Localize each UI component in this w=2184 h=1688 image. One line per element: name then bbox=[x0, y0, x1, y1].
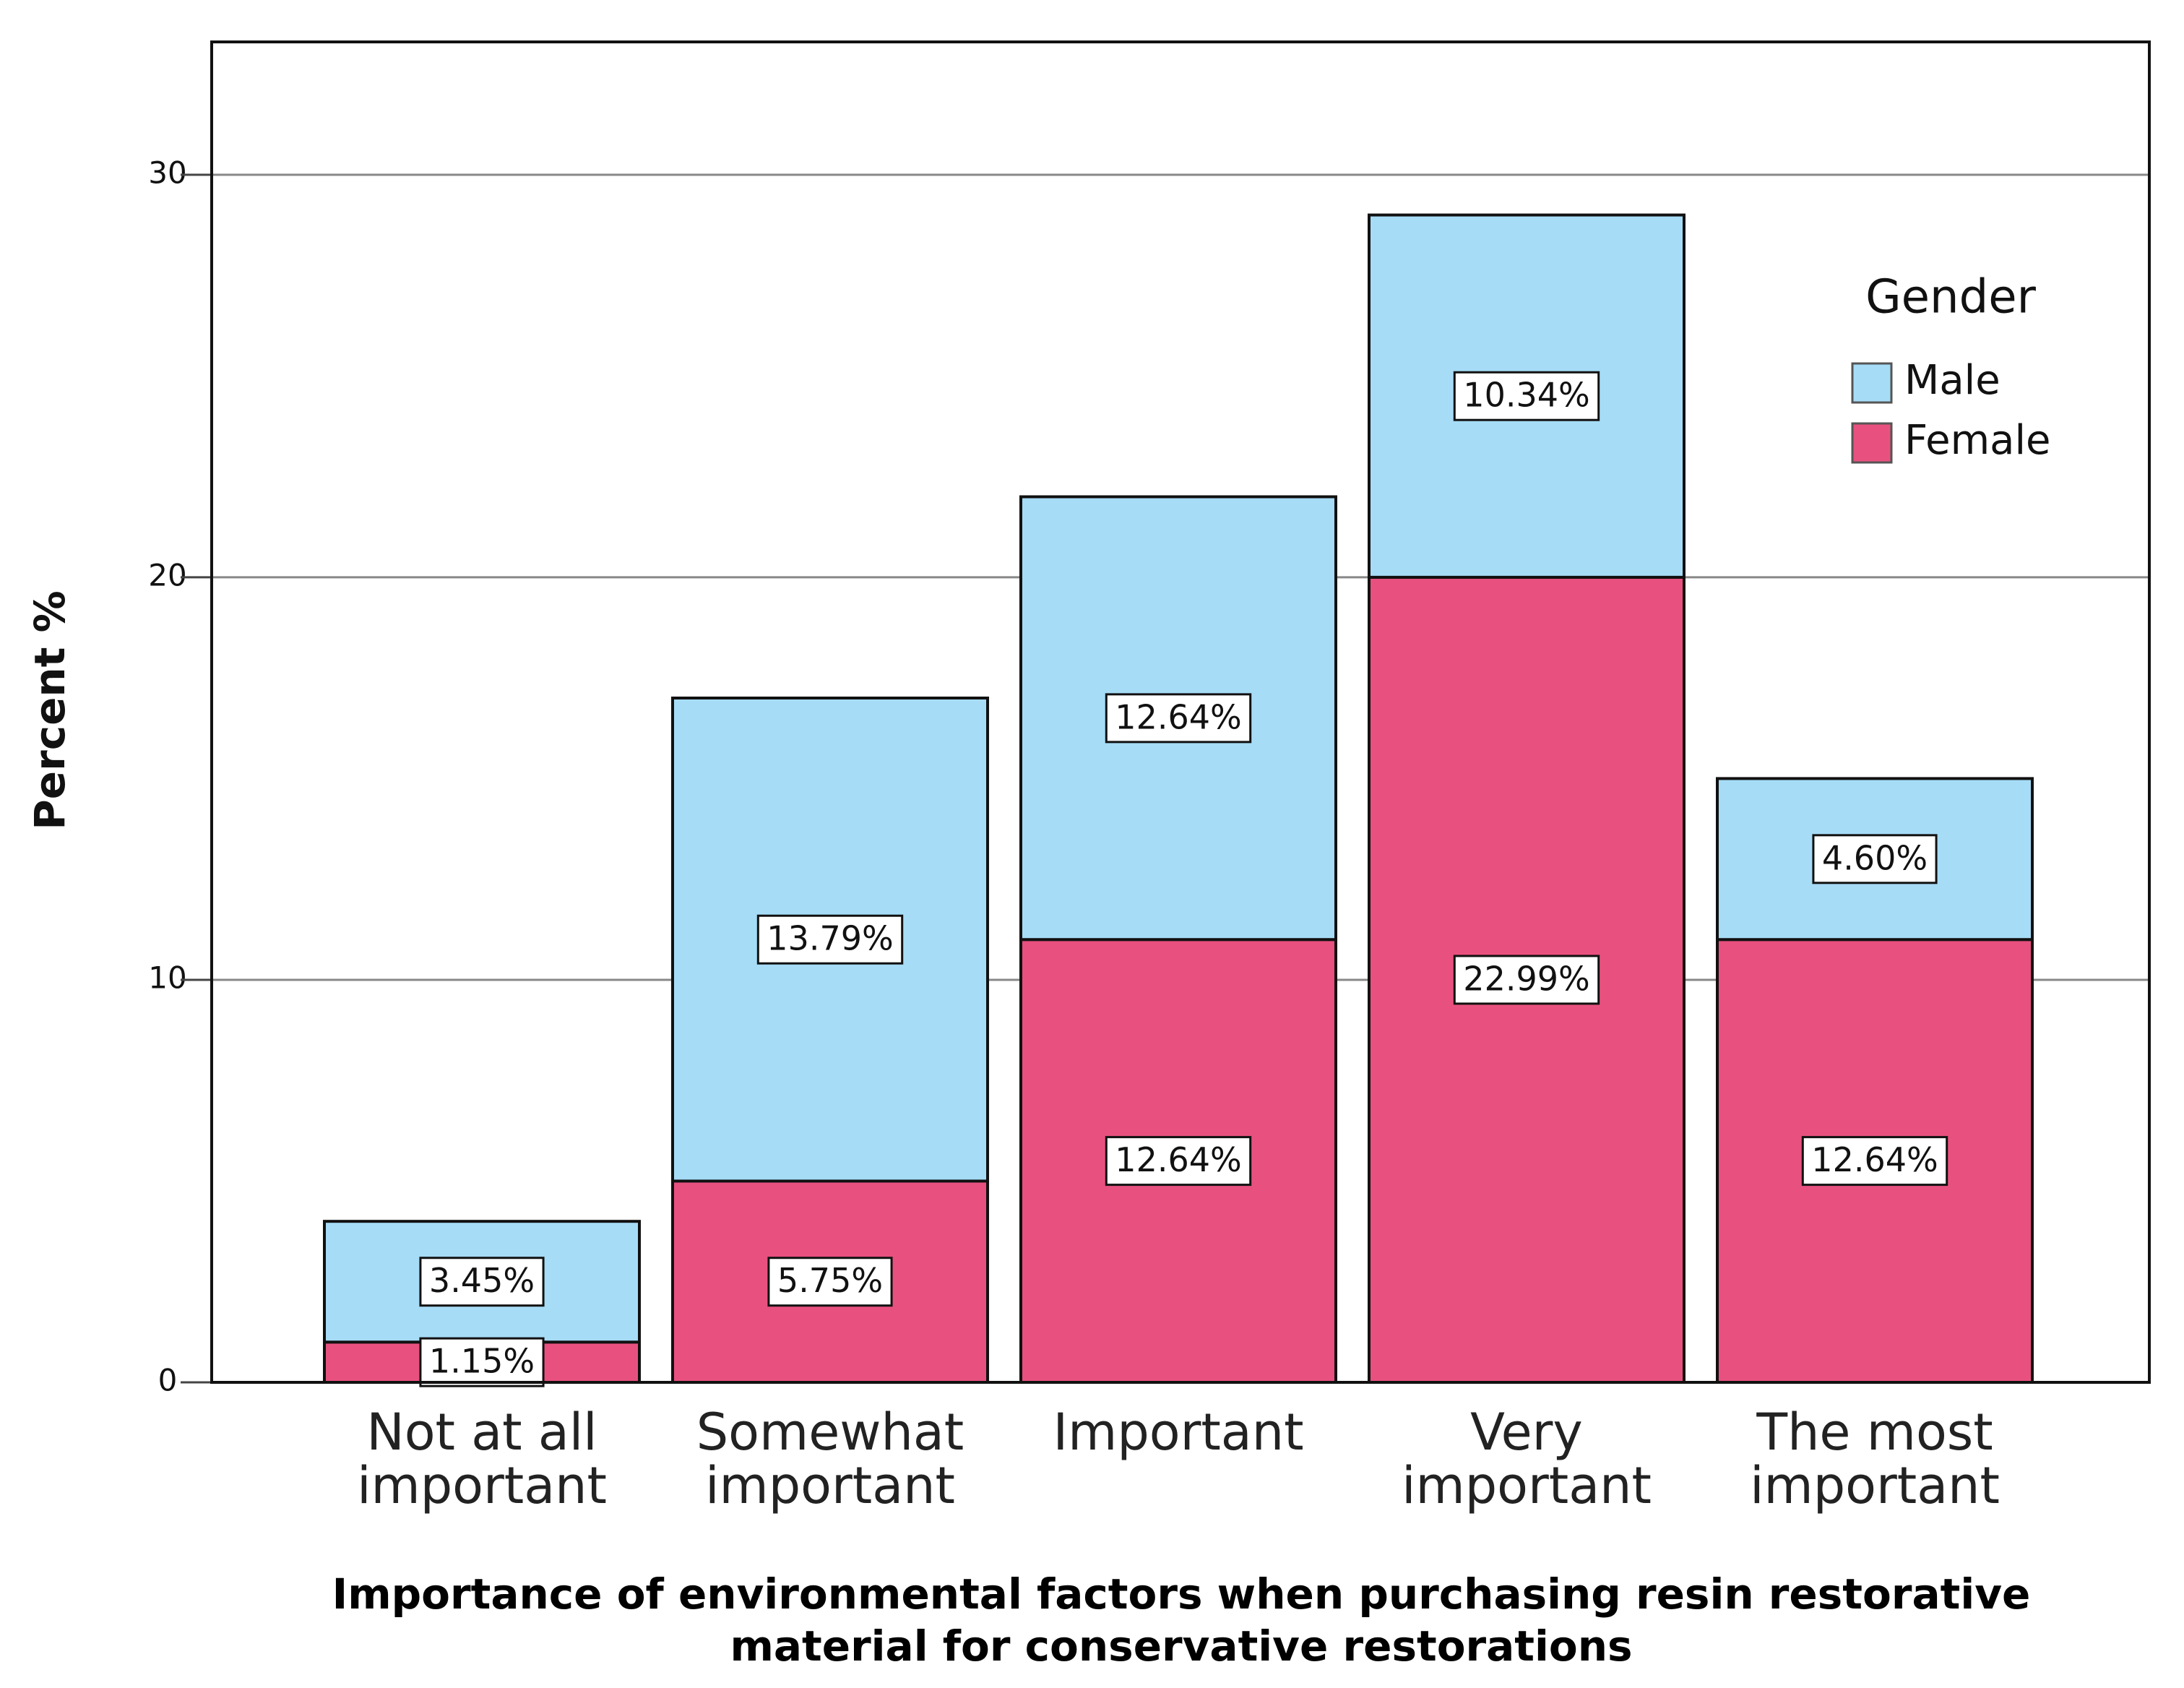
data-label-text: 1.15% bbox=[429, 1342, 535, 1381]
bar-segment bbox=[323, 1220, 641, 1344]
data-label-box bbox=[419, 1257, 545, 1307]
x-tick-label: Somewhat important bbox=[696, 1403, 964, 1515]
data-label: 12.64% bbox=[1105, 1136, 1252, 1187]
data-label-text: 22.99% bbox=[1463, 959, 1589, 998]
data-label-text: 12.64% bbox=[1115, 1140, 1241, 1179]
data-label: 22.99% bbox=[1453, 955, 1600, 1005]
data-label: 5.75% bbox=[767, 1257, 893, 1307]
data-label-box bbox=[767, 1257, 893, 1307]
data-label-box bbox=[1105, 1136, 1252, 1187]
data-label-box bbox=[756, 914, 904, 965]
x-axis-title: Importance of environmental factors when… bbox=[332, 1569, 2031, 1671]
data-label-box bbox=[1453, 371, 1600, 421]
data-label: 12.64% bbox=[1801, 1136, 1948, 1187]
data-label: 3.45% bbox=[419, 1257, 545, 1307]
y-tick-label: 20 bbox=[148, 557, 186, 593]
y-axis-title: Percent % bbox=[25, 590, 74, 830]
data-label-box bbox=[1105, 693, 1252, 744]
bar-segment bbox=[1368, 213, 1686, 579]
data-label-box bbox=[1801, 1136, 1948, 1187]
x-tick-label: Important bbox=[1053, 1403, 1304, 1462]
x-tick-label: Not at all important bbox=[357, 1403, 607, 1515]
data-label: 13.79% bbox=[756, 914, 904, 965]
data-label-text: 10.34% bbox=[1463, 376, 1589, 415]
data-label-text: 3.45% bbox=[429, 1261, 535, 1300]
legend-title: Gender bbox=[1865, 271, 2037, 324]
data-label: 4.60% bbox=[1812, 834, 1938, 884]
data-label-text: 12.64% bbox=[1115, 697, 1241, 736]
x-tick-label: The most important bbox=[1750, 1403, 2000, 1515]
data-label-text: 13.79% bbox=[767, 919, 893, 958]
data-label-text: 12.64% bbox=[1811, 1140, 1938, 1179]
data-label: 12.64% bbox=[1105, 693, 1252, 744]
data-label-text: 5.75% bbox=[777, 1261, 883, 1300]
y-tick-label: 0 bbox=[158, 1363, 178, 1398]
data-label-box bbox=[1812, 834, 1938, 884]
data-label-box bbox=[1453, 955, 1600, 1005]
y-tick-label: 10 bbox=[148, 960, 186, 995]
data-label-box bbox=[419, 1337, 545, 1387]
legend-label: Female bbox=[1904, 417, 2050, 464]
legend-swatch bbox=[1851, 362, 1893, 404]
data-label: 10.34% bbox=[1453, 371, 1600, 421]
legend-swatch bbox=[1851, 422, 1893, 464]
data-label: 1.15% bbox=[419, 1337, 545, 1387]
legend-label: Male bbox=[1904, 357, 2000, 404]
x-tick-label: Very important bbox=[1402, 1403, 1652, 1515]
plot-frame bbox=[210, 40, 2151, 1384]
data-label-text: 4.60% bbox=[1822, 838, 1928, 877]
y-tick-label: 30 bbox=[148, 155, 186, 190]
